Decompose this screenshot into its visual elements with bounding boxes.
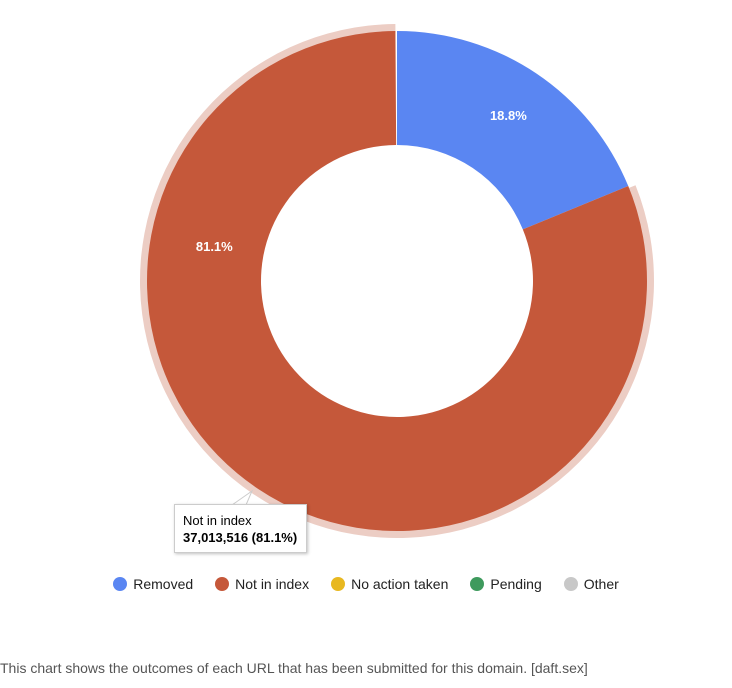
legend-dot-icon — [331, 577, 346, 591]
legend-label: Other — [583, 576, 619, 592]
slice-not-in-index[interactable] — [147, 31, 648, 531]
legend-dot-icon — [470, 577, 485, 591]
legend-item-no-action-taken[interactable]: No action taken — [331, 576, 448, 592]
legend-label: Not in index — [235, 576, 310, 592]
legend-dot-icon — [113, 577, 128, 591]
legend-item-not-in-index[interactable]: Not in index — [215, 576, 309, 592]
tooltip-title: Not in index — [183, 513, 252, 528]
legend-item-other[interactable]: Other — [563, 576, 619, 592]
slice-removed[interactable] — [397, 31, 629, 230]
legend-item-removed[interactable]: Removed — [113, 576, 193, 592]
chart-legend: Removed Not in index No action taken Pen… — [0, 576, 732, 592]
legend-dot-icon — [215, 577, 230, 591]
donut-chart: 18.8% 81.1% — [140, 24, 655, 539]
legend-item-pending[interactable]: Pending — [470, 576, 542, 592]
legend-label: Removed — [133, 576, 194, 592]
chart-caption: This chart shows the outcomes of each UR… — [0, 660, 588, 676]
tooltip-value: 37,013,516 (81.1%) — [183, 530, 298, 545]
legend-label: No action taken — [351, 576, 449, 592]
slice-label-removed: 18.8% — [490, 108, 527, 123]
legend-label: Pending — [490, 576, 542, 592]
legend-dot-icon — [563, 577, 578, 591]
tooltip-pointer — [230, 489, 254, 506]
chart-tooltip: Not in index 37,013,516 (81.1%) — [174, 504, 308, 553]
slice-label-not-in-index: 81.1% — [196, 239, 233, 254]
